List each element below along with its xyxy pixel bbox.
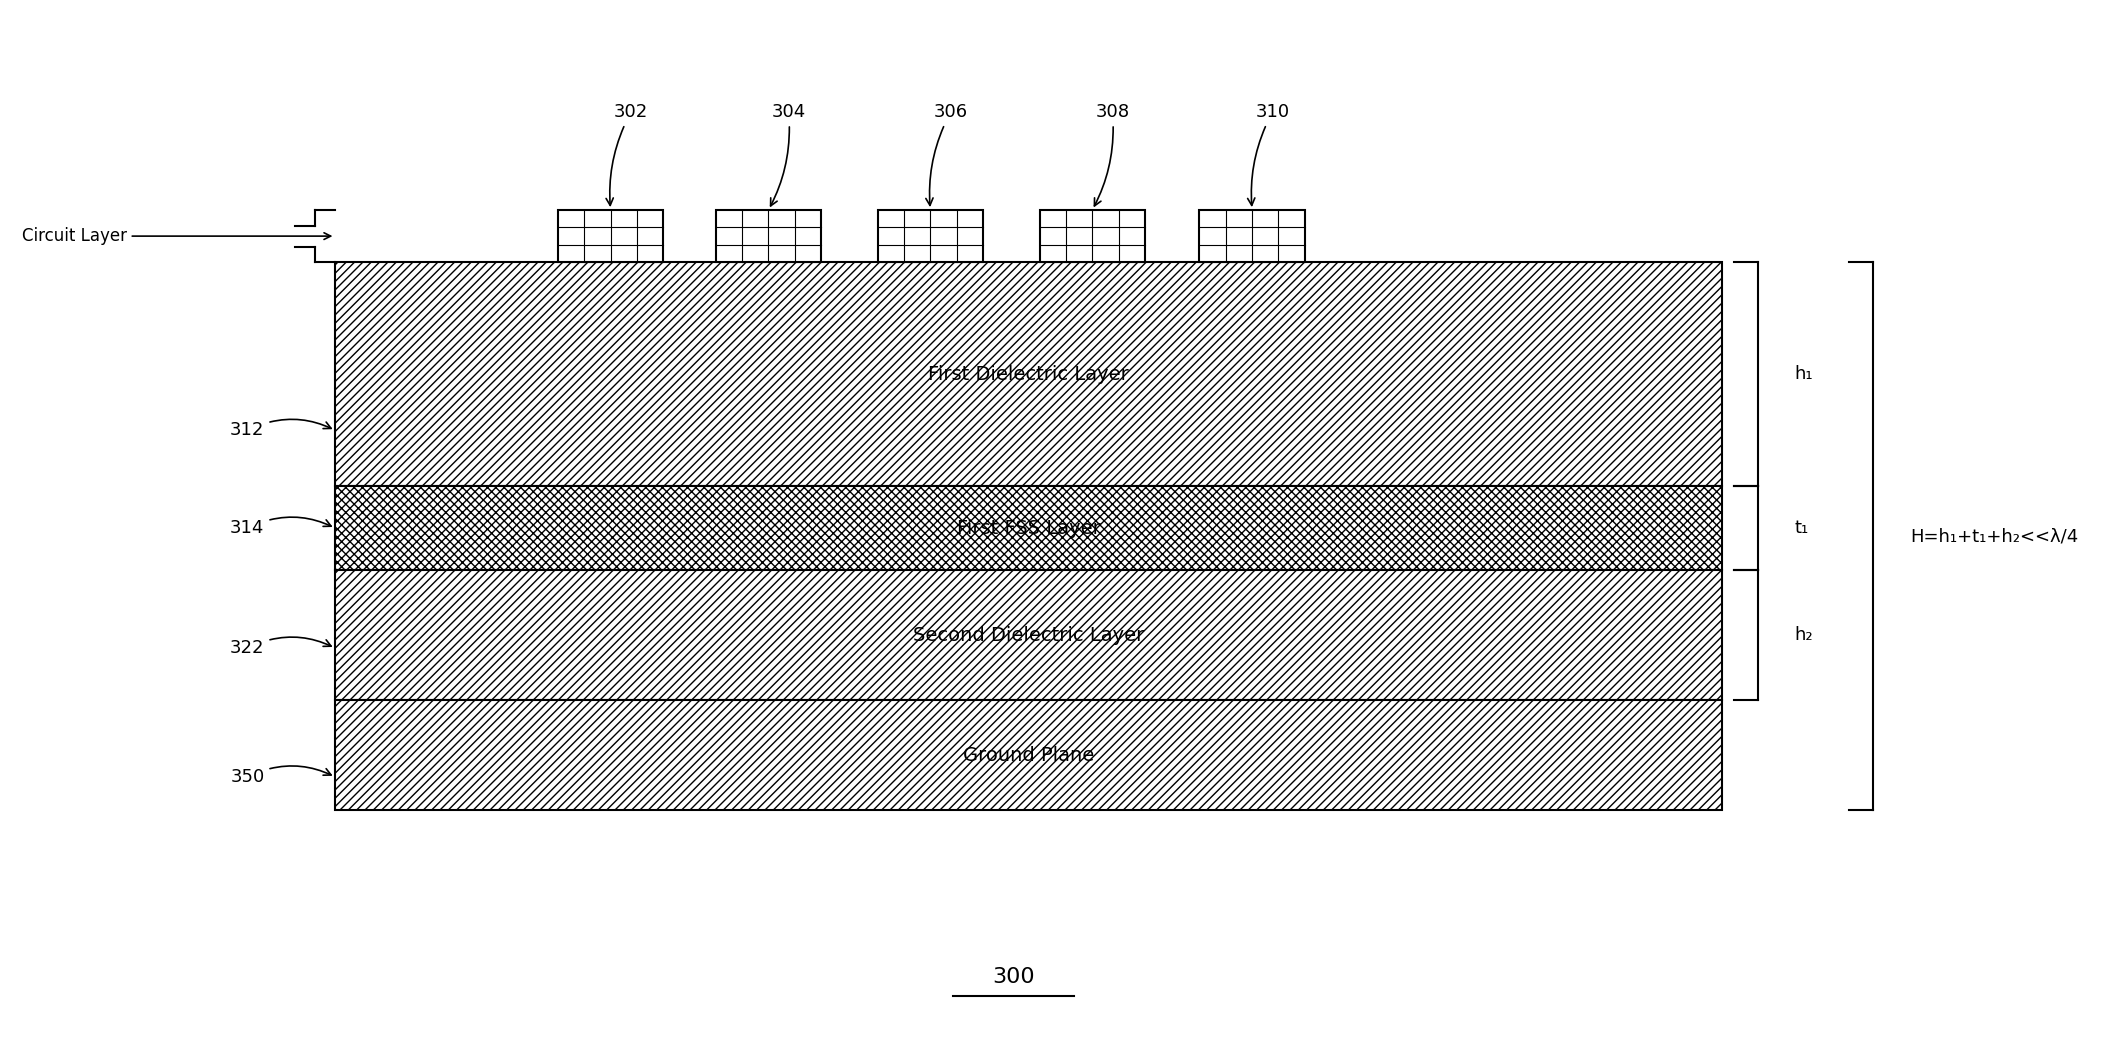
Text: First FSS Layer: First FSS Layer: [956, 519, 1099, 538]
Bar: [336, 570, 1722, 701]
Bar: [336, 263, 1722, 486]
Text: Second Dielectric Layer: Second Dielectric Layer: [912, 626, 1143, 644]
Text: 322: 322: [229, 637, 332, 657]
Text: First Dielectric Layer: First Dielectric Layer: [929, 365, 1129, 384]
Text: Ground Plane: Ground Plane: [963, 746, 1095, 765]
Text: 300: 300: [992, 967, 1034, 986]
Text: 302: 302: [605, 104, 647, 205]
Text: H=h₁+t₁+h₂<<λ/4: H=h₁+t₁+h₂<<λ/4: [1911, 527, 2079, 545]
Text: h₁: h₁: [1795, 365, 1814, 383]
Bar: [336, 701, 1722, 810]
Bar: [336, 486, 1722, 570]
Text: 304: 304: [771, 104, 805, 206]
Bar: [879, 210, 984, 263]
Text: 310: 310: [1249, 104, 1289, 205]
Text: 350: 350: [231, 766, 332, 786]
Bar: [1040, 210, 1146, 263]
Text: h₂: h₂: [1795, 627, 1814, 644]
Text: t₁: t₁: [1795, 519, 1808, 538]
Text: Circuit Layer: Circuit Layer: [21, 227, 330, 245]
Bar: [557, 210, 662, 263]
Text: 306: 306: [925, 104, 967, 205]
Bar: [1200, 210, 1305, 263]
Bar: [717, 210, 822, 263]
Text: 312: 312: [229, 419, 332, 439]
Text: 314: 314: [229, 517, 332, 538]
Text: 308: 308: [1095, 104, 1129, 206]
